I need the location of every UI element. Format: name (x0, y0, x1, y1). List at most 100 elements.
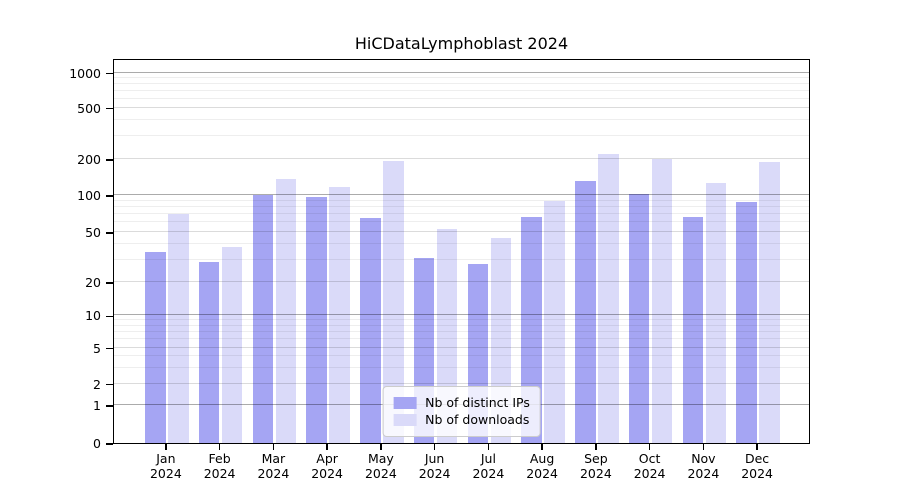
bar-downloads (275, 179, 297, 443)
x-tick-mark (433, 444, 436, 450)
y-tick-mark (106, 282, 113, 284)
bar-downloads (221, 247, 243, 443)
x-tick-mark (702, 444, 705, 450)
x-tick-mark (326, 444, 328, 450)
bar-distinct-ips (306, 196, 327, 443)
bar-distinct-ips (145, 251, 166, 443)
year-label: 2024 (526, 465, 558, 481)
bar-downloads (329, 186, 350, 443)
y-tick-mark (106, 347, 113, 350)
x-tick-label: Mar 2024 (245, 451, 301, 481)
bar-downloads (383, 161, 404, 443)
x-tick-mark (756, 444, 758, 450)
legend: Nb of distinct IPs Nb of downloads (382, 386, 541, 437)
minor-gridline (114, 338, 809, 340)
bar-downloads (759, 161, 780, 443)
year-label: 2024 (364, 465, 397, 481)
gridline (114, 314, 809, 316)
minor-gridline (114, 324, 809, 326)
year-label: 2024 (472, 465, 505, 481)
y-tick-label: 10 (85, 308, 101, 324)
x-tick-label: Feb 2024 (192, 451, 248, 481)
month-label: Mar (261, 451, 286, 466)
x-tick-mark (648, 444, 651, 450)
minor-gridline (114, 355, 809, 357)
month-label: Jun (424, 451, 445, 466)
y-tick-mark (106, 73, 113, 75)
x-tick-mark (541, 444, 543, 450)
year-label: 2024 (311, 465, 343, 481)
minor-gridline (114, 205, 809, 207)
y-tick-mark (106, 159, 113, 161)
y-tick-label: 100 (77, 188, 101, 203)
legend-swatch-distinct-ips (393, 396, 417, 409)
month-label: Apr (316, 451, 338, 466)
bar-distinct-ips (575, 181, 596, 443)
x-tick-label: Jan 2024 (138, 451, 194, 481)
gridline (114, 194, 809, 195)
legend-swatch-downloads (393, 413, 417, 426)
x-tick-label: Jul 2024 (460, 451, 516, 481)
gridline (114, 157, 809, 159)
x-tick-mark (218, 444, 221, 450)
minor-gridline (114, 213, 809, 215)
y-tick-label: 5 (93, 340, 101, 356)
legend-row: Nb of distinct IPs (393, 395, 530, 410)
month-label: Sep (584, 451, 608, 466)
x-tick-label: Apr 2024 (299, 451, 355, 481)
y-tick-label: 0 (93, 436, 101, 451)
legend-row: Nb of downloads (393, 412, 530, 427)
bar-downloads (168, 214, 189, 443)
x-tick-label: Oct 2024 (622, 451, 678, 481)
bar-downloads (705, 183, 727, 443)
x-tick-label: Dec 2024 (729, 451, 785, 481)
minor-gridline (114, 135, 809, 137)
x-tick-mark (380, 444, 382, 450)
year-label: 2024 (149, 465, 182, 481)
minor-gridline (114, 258, 809, 260)
x-tick-mark (595, 444, 597, 450)
x-tick-label: Sep 2024 (568, 451, 624, 481)
y-tick-label: 20 (85, 274, 101, 290)
month-label: Jan (156, 451, 176, 466)
gridline (114, 106, 809, 108)
y-tick-label: 200 (77, 151, 101, 167)
y-tick-label: 2 (93, 376, 101, 392)
y-tick-mark (106, 232, 113, 234)
grid-layer (114, 60, 809, 443)
year-label: 2024 (203, 465, 236, 481)
month-label: Feb (208, 451, 231, 466)
minor-gridline (114, 366, 809, 368)
year-label: 2024 (579, 465, 612, 481)
minor-gridline (114, 89, 809, 91)
x-tick-label: Nov 2024 (675, 451, 731, 481)
plot-area: Nb of distinct IPs Nb of downloads (113, 59, 810, 444)
x-tick-label: May 2024 (353, 451, 409, 481)
bar-downloads (544, 201, 565, 443)
bar-downloads (651, 158, 673, 443)
bar-distinct-ips (628, 194, 650, 443)
minor-gridline (114, 119, 809, 121)
bar-distinct-ips (198, 261, 220, 443)
x-tick-label: Aug 2024 (514, 451, 570, 481)
year-label: 2024 (633, 465, 666, 481)
chart-title: HiCDataLymphoblast 2024 (354, 34, 569, 53)
y-tick-mark (106, 384, 113, 386)
month-label: Dec (744, 451, 770, 466)
bar-distinct-ips (360, 218, 381, 443)
minor-gridline (114, 319, 809, 321)
legend-label: Nb of downloads (425, 412, 530, 427)
month-label: Nov (691, 451, 716, 466)
y-tick-mark (106, 315, 113, 317)
x-tick-mark (165, 444, 167, 450)
month-label: May (367, 451, 394, 466)
y-tick-mark (106, 443, 113, 445)
bar-distinct-ips (682, 217, 704, 443)
bar-downloads (598, 153, 619, 443)
y-tick-label: 50 (85, 225, 101, 241)
minor-gridline (114, 199, 809, 201)
year-label: 2024 (687, 465, 720, 481)
minor-gridline (114, 330, 809, 332)
y-tick-label: 1000 (69, 65, 101, 81)
